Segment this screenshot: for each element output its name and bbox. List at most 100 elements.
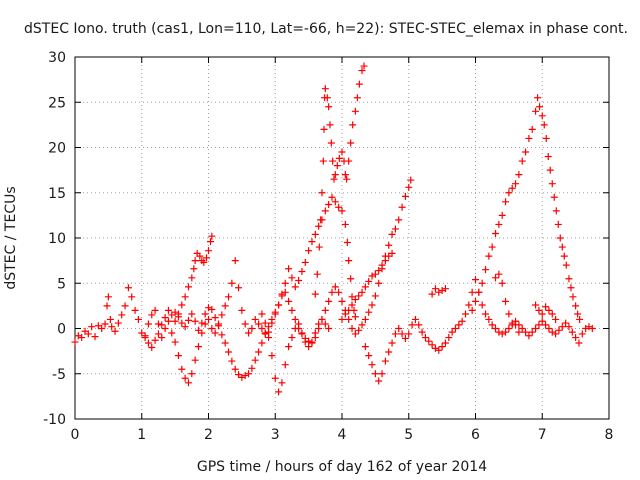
data-point [408, 321, 416, 329]
data-point [458, 317, 466, 325]
data-point [258, 325, 266, 332]
data-point [161, 314, 169, 322]
data-point [505, 310, 513, 318]
data-point [375, 377, 383, 385]
data-point [445, 334, 453, 342]
data-point [154, 320, 162, 328]
data-point [532, 107, 540, 115]
data-point [208, 325, 216, 332]
data-point [381, 357, 389, 365]
data-point [532, 301, 540, 309]
data-point [552, 315, 560, 323]
data-point [144, 339, 152, 347]
data-point [128, 293, 136, 301]
data-point [196, 252, 204, 260]
data-point [285, 297, 293, 305]
data-point [255, 320, 263, 328]
data-point [88, 323, 96, 331]
data-point [538, 317, 546, 325]
data-point [495, 270, 503, 278]
data-point [328, 193, 336, 201]
data-point [401, 192, 409, 200]
data-point [321, 306, 329, 314]
data-point [512, 321, 520, 329]
data-point [245, 329, 253, 337]
data-point [325, 297, 333, 305]
data-point [371, 270, 379, 278]
data-point [311, 334, 319, 342]
data-point [478, 301, 486, 309]
data-point [441, 285, 449, 293]
data-point [431, 285, 439, 293]
data-point [74, 332, 82, 340]
data-point [485, 252, 493, 260]
data-point [221, 302, 229, 310]
data-point [181, 293, 189, 301]
data-point [200, 258, 208, 266]
data-point [103, 302, 111, 310]
grid [75, 57, 609, 419]
data-point [268, 319, 276, 327]
data-point [325, 103, 333, 111]
data-point [355, 80, 363, 88]
data-point [131, 306, 139, 314]
data-point [333, 162, 341, 170]
y-axis-label: dSTEC / TECUs [3, 186, 19, 289]
data-point [512, 180, 520, 188]
data-point [201, 310, 209, 318]
data-point [375, 267, 383, 275]
data-point [335, 288, 343, 296]
data-point [231, 365, 239, 373]
data-point [545, 306, 553, 314]
y-tick-label: 10 [48, 231, 66, 247]
data-point [331, 171, 339, 179]
data-point [178, 319, 186, 327]
data-point [329, 157, 337, 165]
data-point [348, 325, 356, 332]
data-point [184, 283, 192, 291]
data-point [391, 330, 399, 338]
data-point [548, 310, 556, 318]
data-point [368, 301, 376, 309]
data-point [562, 319, 570, 327]
data-point [567, 284, 575, 292]
data-point [448, 328, 456, 336]
data-point [538, 112, 546, 120]
data-point [542, 321, 550, 329]
data-point [188, 310, 196, 318]
data-point [502, 328, 510, 336]
data-point [251, 315, 259, 323]
data-point [174, 352, 182, 360]
data-point [311, 290, 319, 298]
data-point [381, 257, 389, 265]
data-point [78, 334, 86, 342]
data-point [338, 315, 346, 323]
data-point [148, 311, 156, 319]
data-point [431, 344, 439, 352]
data-point [492, 229, 500, 237]
data-point [441, 339, 449, 347]
data-point [546, 166, 554, 174]
data-point [349, 121, 357, 129]
y-tick-label: 20 [48, 141, 66, 157]
data-point [278, 379, 286, 387]
data-point [542, 134, 550, 142]
data-point [321, 207, 329, 215]
data-point [194, 326, 202, 334]
data-points [71, 62, 596, 396]
data-point [398, 203, 406, 211]
data-point [291, 315, 299, 323]
data-point [478, 279, 486, 287]
data-point [532, 325, 540, 332]
data-point [395, 325, 403, 332]
data-point [347, 139, 355, 147]
x-tick-labels: 0 1 2 3 4 5 6 7 8 [71, 427, 614, 443]
data-point [391, 225, 399, 233]
data-point [154, 330, 162, 338]
data-point [401, 334, 409, 342]
data-point [331, 198, 339, 206]
data-point [345, 157, 353, 165]
data-point [335, 154, 343, 162]
data-point [428, 290, 436, 298]
data-point [271, 374, 279, 382]
